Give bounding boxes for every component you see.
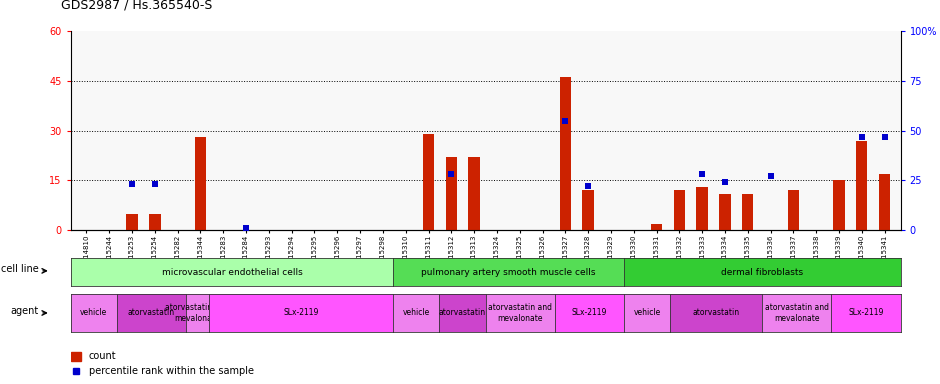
Text: GDS2987 / Hs.365540-S: GDS2987 / Hs.365540-S bbox=[61, 0, 212, 12]
Text: atorvastatin: atorvastatin bbox=[693, 308, 740, 318]
Bar bbox=[856, 141, 868, 230]
Bar bbox=[149, 214, 161, 230]
Text: vehicle: vehicle bbox=[634, 308, 661, 318]
Text: percentile rank within the sample: percentile rank within the sample bbox=[88, 366, 254, 376]
Text: atorvastatin: atorvastatin bbox=[128, 308, 175, 318]
Text: pulmonary artery smooth muscle cells: pulmonary artery smooth muscle cells bbox=[421, 268, 596, 277]
Text: atorvastatin and
mevalonate: atorvastatin and mevalonate bbox=[165, 303, 229, 323]
Bar bbox=[195, 137, 206, 230]
Text: atorvastatin and
mevalonate: atorvastatin and mevalonate bbox=[488, 303, 552, 323]
Bar bbox=[674, 190, 685, 230]
Text: atorvastatin: atorvastatin bbox=[439, 308, 486, 318]
Bar bbox=[446, 157, 457, 230]
Bar bbox=[583, 190, 594, 230]
Text: atorvastatin and
mevalonate: atorvastatin and mevalonate bbox=[765, 303, 829, 323]
Text: cell line: cell line bbox=[1, 265, 39, 275]
Bar bbox=[833, 180, 845, 230]
Bar bbox=[559, 77, 571, 230]
Bar bbox=[697, 187, 708, 230]
Text: dermal fibroblasts: dermal fibroblasts bbox=[721, 268, 804, 277]
Bar bbox=[423, 134, 434, 230]
Bar bbox=[719, 194, 730, 230]
Text: count: count bbox=[88, 351, 117, 361]
Text: SLx-2119: SLx-2119 bbox=[848, 308, 884, 318]
Bar bbox=[788, 190, 799, 230]
Bar bbox=[468, 157, 479, 230]
Bar bbox=[650, 224, 663, 230]
Bar bbox=[70, 352, 81, 361]
Text: microvascular endothelial cells: microvascular endothelial cells bbox=[162, 268, 303, 277]
Bar bbox=[126, 214, 138, 230]
Text: SLx-2119: SLx-2119 bbox=[283, 308, 319, 318]
Text: vehicle: vehicle bbox=[80, 308, 107, 318]
Text: vehicle: vehicle bbox=[402, 308, 430, 318]
Bar bbox=[879, 174, 890, 230]
Text: SLx-2119: SLx-2119 bbox=[572, 308, 607, 318]
Bar bbox=[742, 194, 754, 230]
Text: agent: agent bbox=[10, 306, 39, 316]
